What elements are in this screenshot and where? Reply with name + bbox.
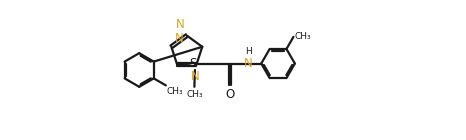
Text: N: N: [176, 18, 185, 31]
Text: CH₃: CH₃: [166, 87, 183, 96]
Text: H: H: [245, 47, 252, 56]
Text: N: N: [175, 32, 184, 45]
Text: CH₃: CH₃: [186, 90, 203, 99]
Text: S: S: [189, 57, 196, 70]
Text: N: N: [244, 57, 253, 70]
Text: O: O: [226, 88, 235, 101]
Text: N: N: [191, 70, 199, 83]
Text: CH₃: CH₃: [295, 32, 311, 41]
